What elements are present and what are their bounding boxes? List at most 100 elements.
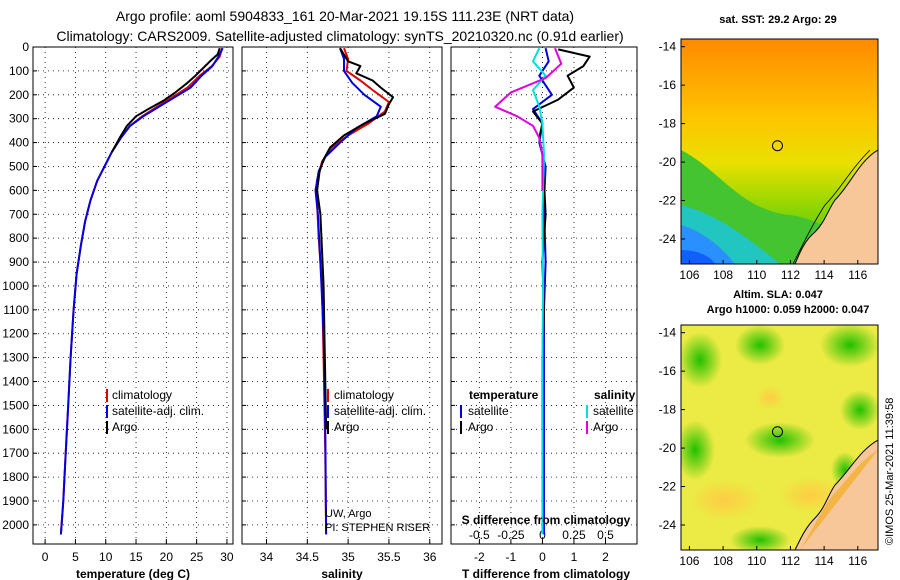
map-lon-label: 108 bbox=[713, 268, 733, 282]
sst-map-panel: sat. SST: 29.2 Argo: 29 106 108 110 112 114 1… bbox=[659, 14, 879, 282]
sst-map-tick-labels: 106 108 110 112 114 116 -14 -16 -18 -20 -22 -24 bbox=[659, 40, 868, 282]
series-line-argo bbox=[316, 47, 394, 430]
s-tick-label: -0.5 bbox=[469, 528, 490, 542]
depth-tick-label: 1900 bbox=[2, 494, 29, 508]
legend-salinity-title: salinity bbox=[594, 388, 636, 402]
x-tick-label: 15 bbox=[129, 550, 143, 564]
x-tick-label: 30 bbox=[220, 550, 234, 564]
map-lon-label: 106 bbox=[679, 554, 699, 568]
depth-tick-label: 2000 bbox=[2, 518, 29, 532]
temperature-grid bbox=[33, 46, 233, 544]
depth-tick-label: 1300 bbox=[2, 351, 29, 365]
depth-tick-label: 200 bbox=[9, 88, 29, 102]
t-difference-axis-label: T difference from climatology bbox=[462, 567, 630, 580]
s-tick-label: 0.25 bbox=[562, 528, 586, 542]
legend-t-argo-label: Argo bbox=[468, 420, 494, 434]
depth-tick-label: 1000 bbox=[2, 279, 29, 293]
x-tick-label: -2 bbox=[474, 550, 485, 564]
map-lat-label: -20 bbox=[659, 155, 677, 169]
map-lon-label: 114 bbox=[815, 268, 834, 282]
x-tick-label: 25 bbox=[190, 550, 204, 564]
argo-location-marker bbox=[771, 426, 783, 438]
legend-s-argo-label: Argo bbox=[593, 420, 619, 434]
map-lat-label: -14 bbox=[659, 326, 677, 340]
difference-panel: -2 -1 0 1 2 -0.5 -0.25 0 0.25 0.5 S difference f… bbox=[450, 46, 638, 580]
depth-tick-labels: 0 100 200 300 400 500 600 700 800 900 1000 1100 1200… bbox=[2, 40, 29, 532]
map-lon-label: 108 bbox=[713, 554, 733, 568]
sst-bathymetry-contour bbox=[792, 149, 871, 264]
sla-green-blob bbox=[681, 420, 715, 480]
legend-clim-label: climatology bbox=[112, 388, 172, 402]
sla-orange-blob bbox=[756, 386, 784, 410]
depth-tick-label: 600 bbox=[9, 183, 29, 197]
title-line-1: Argo profile: aoml 5904833_161 20-Mar-20… bbox=[116, 8, 574, 24]
sla-map-field bbox=[681, 325, 878, 550]
depth-tick-label: 800 bbox=[9, 231, 29, 245]
map-lat-label: -18 bbox=[659, 117, 677, 131]
legend-argo-label: Argo bbox=[334, 420, 360, 434]
s-tick-label: 0.5 bbox=[597, 528, 614, 542]
depth-tick-label: 900 bbox=[9, 255, 29, 269]
sst-land bbox=[794, 149, 878, 264]
depth-tick-label: 1100 bbox=[3, 303, 29, 317]
x-tick-label: 20 bbox=[160, 550, 174, 564]
x-tick-label: 1 bbox=[571, 550, 578, 564]
legend-clim-label: climatology bbox=[334, 388, 394, 402]
imos-credit: ©IMOS 25-Mar-2021 11:39:58 bbox=[884, 398, 896, 545]
temperature-panel: 0100200300400500600700800900100011001200… bbox=[2, 40, 234, 580]
legend-temperature-title: temperature bbox=[469, 388, 539, 402]
x-tick-label: 35 bbox=[341, 550, 355, 564]
map-lat-label: -20 bbox=[659, 441, 677, 455]
salinity-panel: 34 34.5 35 35.5 36 salinity climatology sate… bbox=[241, 46, 443, 580]
data-credit-line-1: UW, Argo bbox=[325, 508, 371, 520]
map-lon-label: 116 bbox=[848, 268, 867, 282]
salinity-grid bbox=[242, 46, 442, 544]
x-tick-label: 34.5 bbox=[296, 550, 320, 564]
sla-green-blob bbox=[735, 325, 785, 365]
map-lon-label: 110 bbox=[747, 268, 766, 282]
depth-tick-label: 300 bbox=[9, 112, 29, 126]
legend-sat-label: satellite-adj. clim. bbox=[112, 404, 204, 418]
x-tick-label: 0 bbox=[42, 550, 49, 564]
map-lon-label: 114 bbox=[815, 554, 834, 568]
sla-coastal-band bbox=[800, 450, 878, 550]
x-tick-label: -1 bbox=[506, 550, 517, 564]
sla-green-blob bbox=[730, 526, 790, 550]
s-difference-title: S difference from climatology bbox=[462, 513, 631, 527]
temperature-axis-label: temperature (deg C) bbox=[76, 567, 190, 580]
sla-green-blob bbox=[840, 390, 878, 430]
depth-tick-label: 0 bbox=[22, 40, 29, 54]
sla-map-frame bbox=[680, 324, 879, 551]
sla-green-blob bbox=[681, 332, 722, 388]
t-difference-tick-labels: -2 -1 0 1 2 bbox=[474, 550, 609, 564]
x-tick-label: 36 bbox=[423, 550, 437, 564]
salinity-series bbox=[314, 47, 394, 535]
map-lat-label: -16 bbox=[659, 78, 677, 92]
map-lon-label: 112 bbox=[781, 554, 800, 568]
temperature-legend: climatology satellite-adj. clim. Argo bbox=[106, 388, 204, 434]
map-lat-label: -22 bbox=[659, 480, 677, 494]
legend-t-sat-label: satellite bbox=[468, 404, 509, 418]
x-tick-label: 2 bbox=[602, 550, 609, 564]
salinity-axis-label: salinity bbox=[321, 567, 363, 580]
depth-tick-label: 1400 bbox=[2, 375, 29, 389]
series-line-satellite-adj-clim- bbox=[314, 47, 382, 535]
depth-tick-label: 1200 bbox=[2, 327, 29, 341]
legend-argo-label: Argo bbox=[112, 420, 138, 434]
temperature-series bbox=[59, 47, 224, 535]
x-tick-label: 5 bbox=[72, 550, 79, 564]
sla-map-subtitle: Argo h1000: 0.059 h2000: 0.047 bbox=[707, 304, 870, 316]
map-lon-label: 106 bbox=[679, 268, 699, 282]
map-lat-label: -16 bbox=[659, 364, 677, 378]
series-line-s-argo bbox=[494, 47, 563, 191]
depth-tick-label: 1500 bbox=[2, 398, 29, 412]
difference-series bbox=[494, 47, 591, 535]
x-tick-label: 35.5 bbox=[377, 550, 401, 564]
s-tick-label: -0.25 bbox=[497, 528, 525, 542]
map-lon-label: 110 bbox=[747, 554, 766, 568]
map-lon-label: 116 bbox=[848, 554, 867, 568]
sst-map-frame bbox=[680, 38, 879, 265]
series-line-satellite-adj-clim- bbox=[59, 47, 224, 535]
map-lat-label: -24 bbox=[659, 518, 677, 532]
